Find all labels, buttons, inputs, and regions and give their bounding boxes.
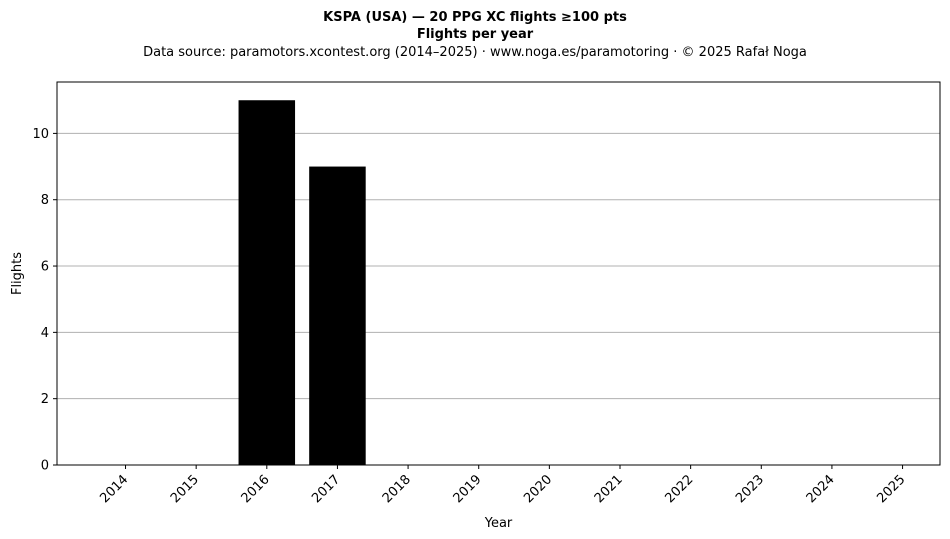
- chart-title: KSPA (USA) — 20 PPG XC flights ≥100 pts: [323, 10, 627, 25]
- x-tick-label: 2025: [874, 472, 908, 506]
- x-tick-label: 2018: [380, 472, 414, 506]
- bar-2016: [238, 100, 296, 465]
- x-tick-label: 2020: [521, 472, 555, 506]
- bars: [238, 100, 366, 465]
- y-tick-label: 0: [41, 459, 49, 474]
- x-tick-label: 2022: [662, 472, 696, 506]
- y-tick-label: 6: [41, 260, 49, 275]
- data-source-note: Data source: paramotors.xcontest.org (20…: [143, 45, 807, 60]
- x-axis-ticks: 2014 2015 2016 2017 2018 2019 2020 2021 2022 2023…: [97, 465, 908, 506]
- plot-area-frame: [56, 81, 941, 466]
- gridlines: [57, 132, 940, 466]
- y-tick-label: 4: [41, 326, 49, 341]
- bar-2017: [309, 166, 366, 465]
- x-tick-label: 2017: [309, 472, 343, 506]
- y-axis-label: Flights: [10, 252, 25, 295]
- x-tick-label: 2021: [592, 472, 626, 506]
- y-axis-ticks: 0 2 4 6 8 10: [32, 127, 57, 474]
- x-tick-label: 2014: [97, 472, 131, 506]
- x-tick-label: 2016: [239, 472, 273, 506]
- y-tick-label: 10: [32, 127, 49, 142]
- y-tick-label: 2: [41, 392, 49, 407]
- x-tick-label: 2023: [733, 472, 767, 506]
- y-tick-label: 8: [41, 193, 49, 208]
- x-tick-label: 2019: [451, 472, 485, 506]
- x-tick-label: 2015: [168, 472, 202, 506]
- chart-subtitle: Flights per year: [417, 27, 534, 42]
- x-tick-label: 2024: [804, 472, 838, 506]
- x-axis-label: Year: [484, 516, 513, 531]
